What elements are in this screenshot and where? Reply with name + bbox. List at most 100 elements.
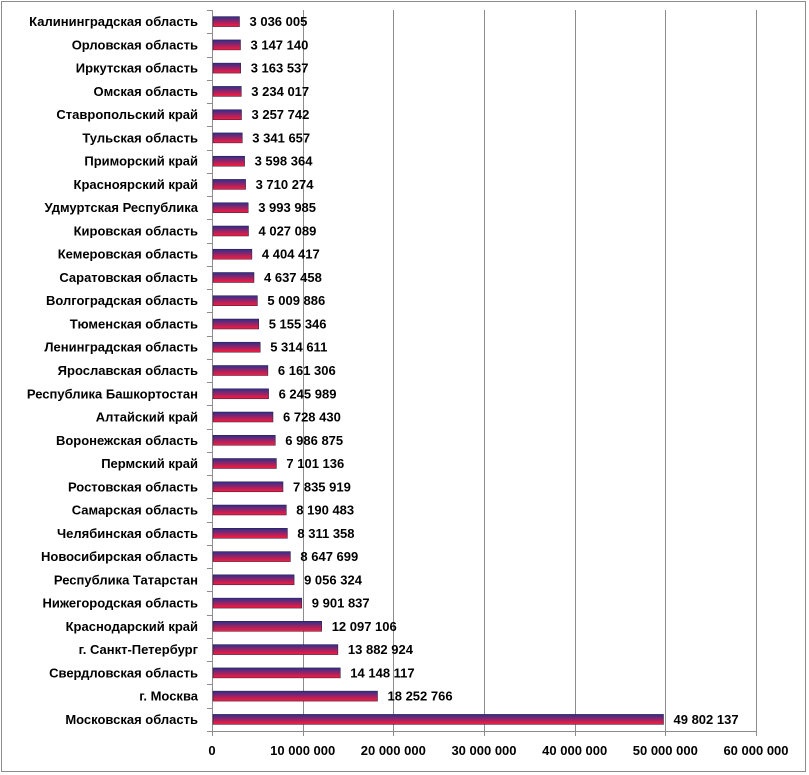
category-label: Ставропольский край	[56, 107, 198, 122]
bar	[212, 528, 288, 539]
bar	[212, 248, 253, 260]
bar	[212, 16, 240, 27]
value-label: 5 314 611	[270, 340, 327, 355]
bars	[212, 16, 664, 725]
value-label: 6 161 306	[278, 363, 336, 378]
value-label: 4 027 089	[259, 224, 317, 239]
value-label: 3 234 017	[251, 84, 309, 99]
value-label: 9 901 837	[312, 596, 370, 611]
value-label: 3 147 140	[251, 37, 309, 52]
bar	[212, 272, 255, 283]
value-label: 3 993 985	[258, 200, 316, 215]
category-label: Ленинградская область	[44, 340, 198, 355]
category-label: Алтайский край	[96, 410, 198, 425]
x-tick-label: 30 000 000	[451, 743, 516, 758]
value-label: 14 148 117	[350, 665, 414, 680]
bar	[212, 225, 249, 237]
category-label: Омская область	[94, 84, 198, 99]
category-label: Челябинская область	[57, 526, 198, 541]
category-label: г. Москва	[139, 689, 198, 704]
bar	[212, 481, 284, 493]
bar	[212, 435, 276, 446]
bar	[212, 644, 339, 655]
category-label: Пермский край	[101, 456, 198, 471]
bar	[212, 62, 241, 74]
value-label: 3 257 742	[252, 107, 310, 122]
value-label: 49 802 137	[674, 712, 739, 727]
category-label: Калининградская область	[29, 14, 198, 29]
value-label: 9 056 324	[304, 572, 363, 587]
category-label: Тюменская область	[70, 317, 198, 332]
bar	[212, 179, 246, 190]
bar	[212, 341, 261, 353]
category-label: Краснодарский край	[66, 619, 198, 634]
category-label: Кировская область	[74, 224, 198, 239]
category-label: Свердловская область	[49, 665, 198, 680]
value-labels: 3 036 005 3 147 140 3 163 537 3 234 017 3 25…	[250, 14, 739, 727]
bar	[212, 574, 295, 586]
category-label: Волгоградская область	[46, 293, 198, 308]
category-labels: Калининградская область Орловская область…	[27, 14, 199, 727]
value-label: 3 710 274	[256, 177, 315, 192]
category-label: Орловская область	[72, 37, 198, 52]
category-label: Нижегородская область	[42, 596, 198, 611]
bar	[212, 318, 259, 330]
bar	[212, 621, 322, 632]
value-label: 13 882 924	[348, 642, 414, 657]
category-label: Самарская область	[72, 503, 198, 518]
bar	[212, 690, 378, 702]
category-label: Республика Башкортостан	[27, 386, 198, 401]
bar	[212, 504, 287, 516]
bar	[212, 388, 269, 400]
x-tick-label: 0	[208, 743, 215, 758]
bar	[212, 202, 249, 213]
value-label: 5 155 346	[269, 317, 327, 332]
bar	[212, 155, 245, 167]
bar	[212, 714, 664, 725]
category-label: Кемеровская область	[58, 247, 198, 262]
x-tick-label: 20 000 000	[361, 743, 426, 758]
value-label: 4 637 458	[264, 270, 322, 285]
value-label: 8 647 699	[300, 549, 358, 564]
value-label: 7 835 919	[293, 479, 351, 494]
value-label: 3 163 537	[251, 61, 309, 76]
bar	[212, 667, 341, 679]
bar	[212, 458, 277, 469]
category-label: Воронежская область	[56, 433, 198, 448]
bar	[212, 109, 242, 120]
value-label: 12 097 106	[332, 619, 397, 634]
value-label: 6 728 430	[283, 410, 341, 425]
category-label: Саратовская область	[59, 270, 198, 285]
category-label: Приморский край	[84, 154, 198, 169]
value-label: 7 101 136	[286, 456, 344, 471]
bar	[212, 411, 274, 423]
x-tick-label: 50 000 000	[633, 743, 698, 758]
value-label: 8 311 358	[297, 526, 354, 541]
bar	[212, 132, 243, 144]
bar	[212, 597, 303, 609]
bar	[212, 551, 291, 562]
bar	[212, 39, 241, 51]
value-label: 6 245 989	[279, 386, 337, 401]
category-label: Красноярский край	[74, 177, 198, 192]
value-label: 4 404 417	[262, 247, 320, 262]
x-tick-label: 10 000 000	[270, 743, 335, 758]
category-label: Московская область	[65, 712, 198, 727]
value-label: 3 598 364	[255, 154, 314, 169]
category-label: Удмуртская Республика	[44, 200, 198, 215]
bar	[212, 365, 269, 376]
category-label: г. Санкт-Петербург	[79, 642, 199, 657]
gridlines	[303, 10, 757, 731]
x-tick-label: 60 000 000	[723, 743, 788, 758]
category-label: Новосибирская область	[41, 549, 198, 564]
value-label: 3 036 005	[250, 14, 308, 29]
category-label: Республика Татарстан	[54, 572, 198, 587]
bar	[212, 295, 258, 306]
value-label: 5 009 886	[267, 293, 325, 308]
axes	[207, 10, 757, 736]
bar	[212, 86, 242, 97]
value-label: 6 986 875	[285, 433, 343, 448]
x-tick-label: 40 000 000	[542, 743, 607, 758]
